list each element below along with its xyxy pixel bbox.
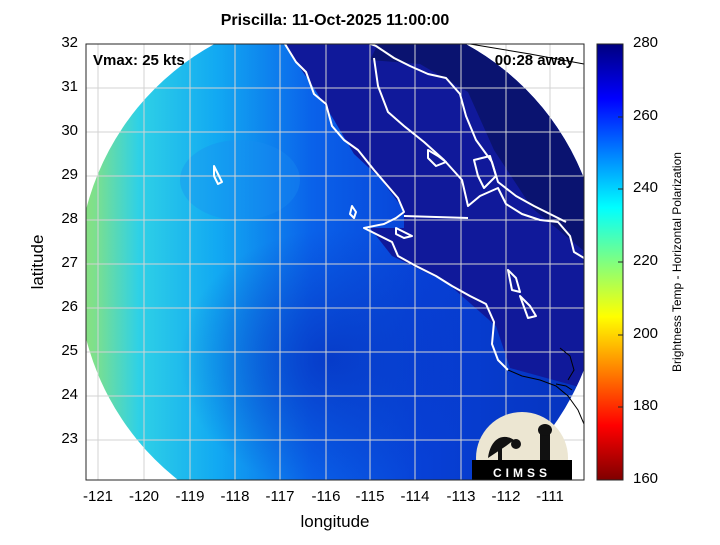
x-tick-label: -116 (311, 488, 341, 505)
x-tick-label: -117 (265, 488, 295, 505)
x-tick-label: -113 (446, 488, 476, 505)
x-tick-label: -115 (355, 488, 385, 505)
colorbar-tick-label: 240 (633, 179, 659, 196)
colorbar-tick-label: 160 (633, 470, 659, 487)
y-tick-label: 26 (61, 298, 78, 315)
y-tick-label: 30 (61, 122, 78, 139)
vmax-label: Vmax: 25 kts (93, 52, 185, 69)
storm-core (180, 230, 480, 480)
x-axis-label: longitude (300, 512, 370, 531)
y-tick-label: 31 (61, 78, 78, 95)
cloud-band (180, 140, 300, 220)
y-axis-label: latitude (28, 234, 47, 290)
colorbar-tick-label: 180 (633, 397, 659, 414)
logo-text: CIMSS (493, 466, 551, 480)
colorbar-tick-label: 200 (633, 325, 659, 342)
y-tick-label: 27 (61, 254, 78, 271)
colorbar-tick-label: 220 (633, 252, 659, 269)
grid-lines (86, 44, 584, 480)
cimss-logo: CIMSS (472, 412, 572, 480)
x-tick-label: -118 (220, 488, 250, 505)
coastline-inside-swath (213, 44, 584, 371)
coastline-outside-swath (469, 44, 584, 425)
y-tick-label: 24 (61, 386, 78, 403)
x-tick-label: -114 (400, 488, 430, 505)
colorbar-label: Brightness Temp - Horizontal Polarizatio… (670, 152, 684, 372)
x-tick-label: -120 (128, 488, 160, 505)
x-tick-label: -112 (491, 488, 521, 505)
chart-title: Priscilla: 11-Oct-2025 11:00:00 (220, 12, 450, 29)
colorbar-ticks (618, 43, 623, 481)
swath-layer: CIMSS (86, 44, 584, 480)
y-tick-label: 25 (61, 342, 78, 359)
colorbar-tick-label: 260 (633, 107, 659, 124)
x-tick-label: -111 (536, 488, 564, 505)
colorbar-tick-label: 280 (633, 34, 659, 51)
time-away-label: 00:28 away (494, 52, 574, 69)
y-tick-label: 32 (61, 34, 78, 51)
x-tick-label: -121 (82, 488, 114, 505)
y-tick-label: 29 (61, 166, 78, 183)
x-tick-label: -119 (175, 488, 205, 505)
axes-frame (85, 43, 585, 481)
y-tick-label: 28 (61, 210, 78, 227)
y-tick-label: 23 (61, 430, 78, 447)
